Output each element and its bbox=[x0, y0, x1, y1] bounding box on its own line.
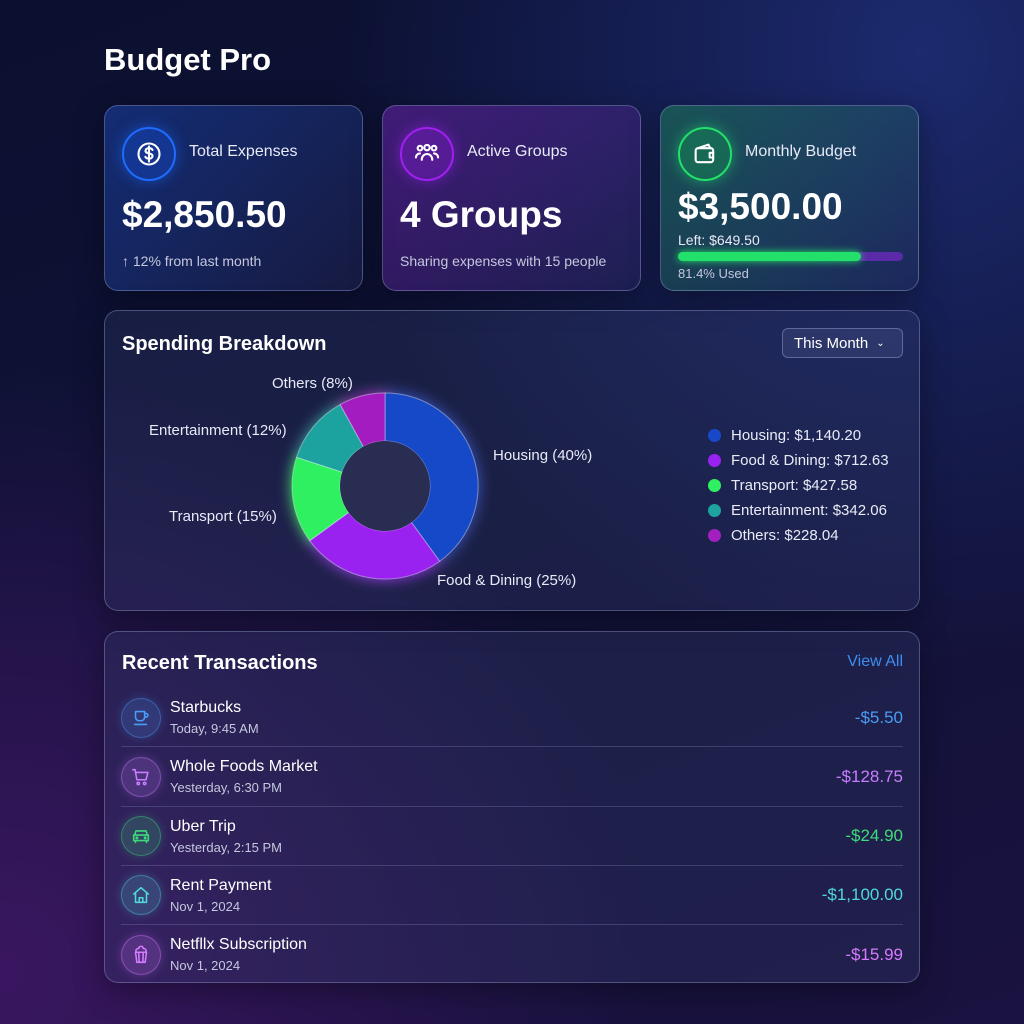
slice-label-food: Food & Dining (25%) bbox=[437, 572, 577, 589]
stat-value: $3,500.00 bbox=[678, 186, 843, 227]
transaction-amount: -$15.99 bbox=[845, 944, 903, 964]
transaction-row[interactable]: Rent Payment Nov 1, 2024 -$1,100.00 bbox=[121, 866, 903, 925]
legend-label: Entertainment: $342.06 bbox=[731, 502, 887, 519]
period-value: This Month bbox=[794, 334, 869, 352]
stat-label: Total Expenses bbox=[189, 143, 298, 160]
coffee-icon bbox=[121, 697, 161, 738]
legend-item: Entertainment: $342.06 bbox=[708, 498, 889, 523]
legend-label: Housing: $1,140.20 bbox=[731, 427, 862, 444]
legend-item: Others: $228.04 bbox=[708, 523, 889, 548]
transaction-row[interactable]: Uber Trip Yesterday, 2:15 PM -$24.90 bbox=[121, 807, 903, 866]
row-divider bbox=[121, 924, 903, 926]
dollar-circle-icon bbox=[122, 127, 176, 181]
slice-label-entertainment: Entertainment (12%) bbox=[149, 422, 287, 439]
slice-label-transport: Transport (15%) bbox=[169, 508, 277, 525]
transaction-time: Today, 9:45 AM bbox=[170, 721, 259, 736]
popcorn-icon bbox=[121, 934, 161, 975]
panel-title: Recent Transactions bbox=[122, 652, 318, 674]
stat-label: Active Groups bbox=[467, 143, 568, 160]
stat-label: Monthly Budget bbox=[745, 143, 857, 160]
transaction-amount: -$24.90 bbox=[845, 826, 903, 846]
budget-used: 81.4% Used bbox=[678, 266, 749, 281]
budget-progress-bar bbox=[678, 252, 903, 261]
legend-swatch bbox=[708, 454, 721, 467]
transaction-time: Yesterday, 6:30 PM bbox=[170, 780, 283, 796]
home-icon bbox=[121, 875, 161, 916]
budget-progress-fill bbox=[678, 252, 862, 261]
transaction-time: Nov 1, 2024 bbox=[170, 958, 241, 974]
donut-chart bbox=[291, 392, 479, 580]
row-divider bbox=[121, 805, 903, 807]
stat-subtext: ↑ 12% from last month bbox=[122, 253, 262, 269]
total-expenses-card[interactable]: Total Expenses $2,850.50 ↑ 12% from last… bbox=[104, 105, 363, 291]
transaction-row[interactable]: Netfllx Subscription Nov 1, 2024 -$15.99 bbox=[121, 925, 903, 984]
slice-label-others: Others (8%) bbox=[272, 375, 353, 392]
period-dropdown[interactable]: This Month ⌄ bbox=[782, 328, 903, 358]
users-icon bbox=[400, 127, 454, 181]
stat-subtext: Sharing expenses with 15 people bbox=[400, 253, 607, 269]
stat-value: $2,850.50 bbox=[122, 194, 287, 235]
legend-label: Food & Dining: $712.63 bbox=[731, 452, 889, 469]
legend-label: Others: $228.04 bbox=[731, 527, 839, 544]
donut-hole bbox=[340, 441, 430, 531]
transaction-amount: -$5.50 bbox=[854, 707, 903, 727]
recent-transactions-panel: Recent Transactions View All Starbucks To… bbox=[104, 631, 920, 983]
row-divider bbox=[121, 746, 903, 748]
legend-swatch bbox=[708, 529, 721, 542]
active-groups-card[interactable]: Active Groups 4 Groups Sharing expenses … bbox=[382, 105, 641, 291]
transaction-row[interactable]: Starbucks Today, 9:45 AM -$5.50 bbox=[121, 688, 903, 747]
legend-swatch bbox=[708, 504, 721, 517]
legend-swatch bbox=[708, 429, 721, 442]
chart-legend: Housing: $1,140.20 Food & Dining: $712.6… bbox=[708, 423, 889, 548]
transaction-amount: -$128.75 bbox=[835, 766, 903, 786]
wallet-icon bbox=[678, 127, 732, 181]
spending-breakdown-panel: Spending Breakdown This Month ⌄ Housing … bbox=[104, 310, 920, 611]
transaction-amount: -$1,100.00 bbox=[821, 885, 903, 905]
app-title: Budget Pro bbox=[104, 42, 272, 77]
chevron-down-icon: ⌄ bbox=[876, 337, 885, 349]
legend-label: Transport: $427.58 bbox=[731, 477, 858, 494]
transaction-name: Rent Payment bbox=[170, 876, 272, 894]
legend-swatch bbox=[708, 479, 721, 492]
row-divider bbox=[121, 864, 903, 866]
legend-item: Food & Dining: $712.63 bbox=[708, 448, 889, 473]
transaction-time: Nov 1, 2024 bbox=[170, 898, 241, 914]
panel-title: Spending Breakdown bbox=[122, 333, 327, 355]
transaction-row[interactable]: Whole Foods Market Yesterday, 6:30 PM -$1… bbox=[121, 747, 903, 806]
budget-left: Left: $649.50 bbox=[678, 232, 760, 248]
transaction-name: Netfllx Subscription bbox=[170, 936, 307, 954]
transaction-name: Starbucks bbox=[170, 699, 242, 716]
transaction-time: Yesterday, 2:15 PM bbox=[170, 839, 283, 855]
transaction-name: Whole Foods Market bbox=[170, 758, 318, 776]
slice-label-housing: Housing (40%) bbox=[493, 447, 593, 464]
legend-item: Housing: $1,140.20 bbox=[708, 423, 889, 448]
transaction-name: Uber Trip bbox=[170, 817, 236, 835]
monthly-budget-card[interactable]: Monthly Budget $3,500.00 Left: $649.50 8… bbox=[660, 105, 919, 291]
cart-icon bbox=[121, 756, 161, 797]
stat-value: 4 Groups bbox=[400, 194, 563, 235]
view-all-link[interactable]: View All bbox=[847, 653, 903, 670]
car-icon bbox=[121, 816, 161, 857]
legend-item: Transport: $427.58 bbox=[708, 473, 889, 498]
